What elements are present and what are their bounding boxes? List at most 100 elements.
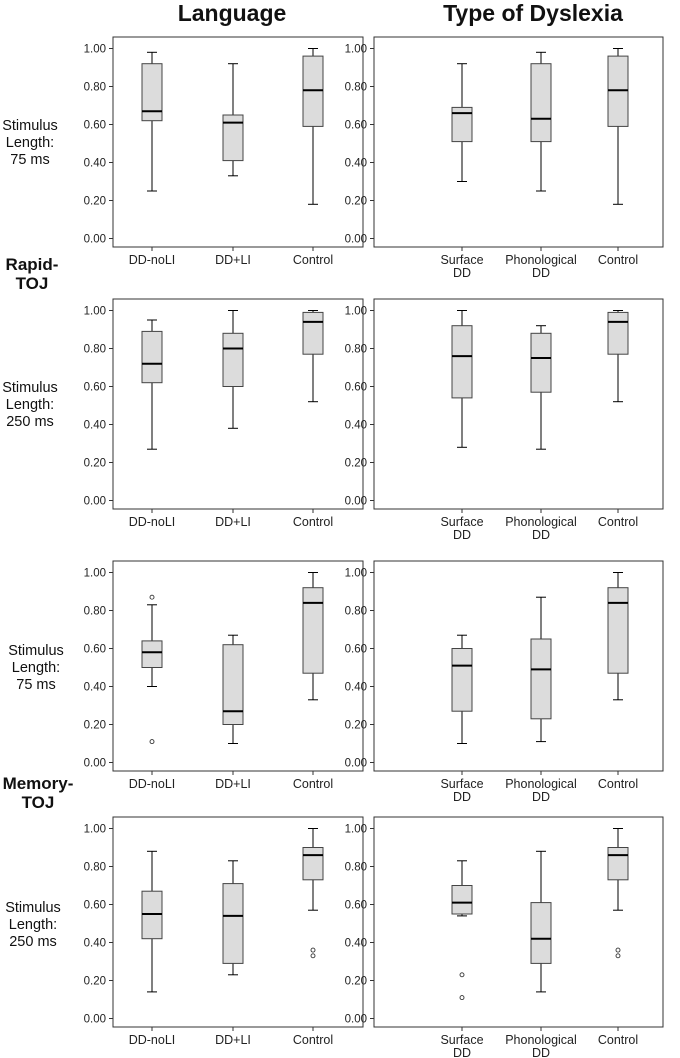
iqr-box <box>451 106 473 143</box>
y-tick-label: 1.00 <box>345 44 367 56</box>
iqr-box <box>222 332 244 387</box>
y-tick-label: 0.40 <box>345 938 367 950</box>
box-3 <box>607 310 629 403</box>
group-label-rapid-line2: TOJ <box>16 274 49 293</box>
box-1 <box>141 319 163 450</box>
y-tick-label: 0.60 <box>345 382 367 394</box>
y-tick-label: 0.00 <box>345 1014 367 1026</box>
box-3 <box>302 310 324 403</box>
y-tick-label: 0.00 <box>345 234 367 246</box>
box-3 <box>302 48 324 205</box>
row-label-1: Stimulus Length: 75 ms <box>2 118 58 168</box>
iqr-box <box>222 883 244 964</box>
row-label-2-line3: 250 ms <box>6 414 54 430</box>
iqr-box <box>451 648 473 712</box>
y-tick-label: 1.00 <box>345 568 367 580</box>
row-label-1-line2: Length: <box>6 135 54 151</box>
category-label: Control <box>293 515 333 529</box>
y-tick-label: 0.60 <box>345 120 367 132</box>
y-tick-label: 0.40 <box>84 420 106 432</box>
category-label: DD <box>532 1046 550 1058</box>
iqr-box <box>451 325 473 399</box>
iqr-box <box>530 902 552 964</box>
boxplot-panel-r3-c1: 0.00 0.20 0.40 0.60 0.80 1.00 DD-noLI DD+LI Cont… <box>84 560 364 791</box>
iqr-box <box>141 640 163 669</box>
box-3 <box>607 572 629 701</box>
category-label: DD-noLI <box>129 1033 176 1047</box>
iqr-box <box>222 644 244 726</box>
y-tick-label: 0.80 <box>84 344 106 356</box>
box-1 <box>141 594 163 745</box>
boxplot-panel-r1-c2: 0.000.200.400.600.801.00SurfaceDDPhonolo… <box>345 36 664 280</box>
y-tick-label: 0.40 <box>345 420 367 432</box>
boxplot-panel-r2-c2: 0.000.200.400.600.801.00SurfaceDDPhonolo… <box>345 298 664 542</box>
outlier-point <box>615 953 621 959</box>
category-label: Control <box>598 515 638 529</box>
row-label-4-line2: Length: <box>9 917 57 933</box>
iqr-box <box>530 638 552 720</box>
box-3 <box>302 572 324 701</box>
y-tick-label: 0.00 <box>84 234 106 246</box>
y-tick-label: 0.00 <box>84 1014 106 1026</box>
y-tick-label: 1.00 <box>84 44 106 56</box>
row-label-3: Stimulus Length: 75 ms <box>8 643 64 693</box>
category-label: Control <box>293 1033 333 1047</box>
boxplot-panel-r1-c1: 0.00 0.20 0.40 0.60 0.80 1.00 DD-noLI DD+LI Cont… <box>84 36 364 267</box>
category-label: Phonological <box>505 253 577 267</box>
plot-frame <box>112 816 364 1028</box>
group-label-rapid-line1: Rapid- <box>6 255 59 274</box>
y-tick-label: 0.40 <box>345 158 367 170</box>
category-label: DD-noLI <box>129 253 176 267</box>
box-3 <box>607 48 629 205</box>
y-tick-label: 1.00 <box>84 306 106 318</box>
category-label: Surface <box>440 253 483 267</box>
y-tick-label: 0.60 <box>84 120 106 132</box>
outlier-point <box>615 947 621 953</box>
box-2 <box>222 310 244 429</box>
category-label: DD+LI <box>215 777 251 791</box>
boxplot-panel-r4-c2: 0.000.200.400.600.801.00SurfaceDDPhonolo… <box>345 816 664 1058</box>
group-label-memory-line2: TOJ <box>22 793 55 812</box>
box-2 <box>530 850 552 993</box>
plot-frame <box>112 36 364 248</box>
box-2 <box>530 325 552 450</box>
box-2 <box>222 860 244 976</box>
box-1 <box>451 310 473 448</box>
row-label-1-line3: 75 ms <box>10 152 50 168</box>
y-tick-label: 0.20 <box>345 720 367 732</box>
category-label: DD <box>453 528 471 542</box>
category-label: Control <box>598 777 638 791</box>
category-label: Control <box>293 253 333 267</box>
y-tick-label: 0.80 <box>345 344 367 356</box>
y-tick-label: 1.00 <box>345 824 367 836</box>
box-2 <box>530 51 552 192</box>
plot-frame <box>373 816 664 1028</box>
y-tick-label: 0.80 <box>84 862 106 874</box>
plot-frame <box>112 560 364 772</box>
category-label: Control <box>293 777 333 791</box>
category-label: DD <box>532 266 550 280</box>
plot-frame <box>373 36 664 248</box>
outlier-point <box>459 995 465 1001</box>
y-tick-label: 0.60 <box>84 900 106 912</box>
plot-frame <box>112 298 364 510</box>
row-label-3-line2: Length: <box>12 660 60 676</box>
y-tick-label: 1.00 <box>84 824 106 836</box>
iqr-box <box>302 847 324 881</box>
category-label: DD+LI <box>215 515 251 529</box>
category-label: Phonological <box>505 777 577 791</box>
y-tick-label: 0.00 <box>345 496 367 508</box>
outlier-point <box>149 594 155 600</box>
box-1 <box>451 634 473 744</box>
y-tick-label: 0.20 <box>345 196 367 208</box>
category-label: DD <box>453 790 471 804</box>
y-tick-label: 0.60 <box>84 644 106 656</box>
y-tick-label: 0.80 <box>84 606 106 618</box>
box-1 <box>451 860 473 1001</box>
header-language: Language <box>178 0 287 26</box>
boxplot-panel-r3-c2: 0.000.200.400.600.801.00SurfaceDDPhonolo… <box>345 560 664 804</box>
y-tick-label: 0.00 <box>345 758 367 770</box>
category-label: DD+LI <box>215 253 251 267</box>
category-label: Phonological <box>505 1033 577 1047</box>
y-tick-label: 0.20 <box>84 196 106 208</box>
